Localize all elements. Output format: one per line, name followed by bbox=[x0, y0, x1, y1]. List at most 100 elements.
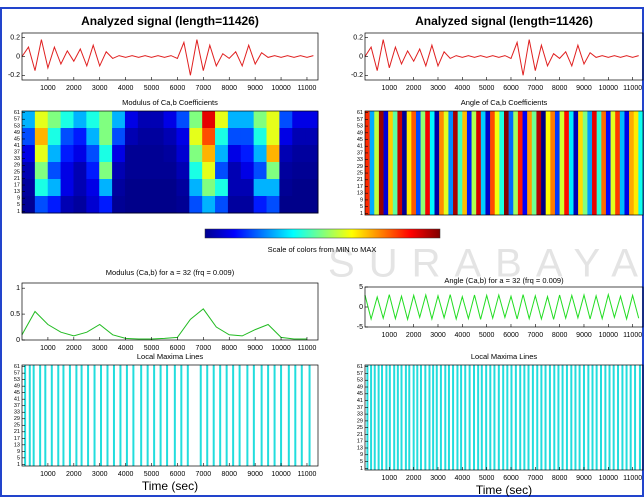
y-tick-label: 57 bbox=[14, 371, 20, 377]
plot-frame bbox=[21, 110, 319, 214]
heatmap-cell bbox=[99, 145, 113, 163]
angle-stripe bbox=[536, 111, 542, 215]
x-tick-label: 3000 bbox=[430, 475, 446, 482]
heatmap-cell bbox=[240, 179, 255, 197]
heatmap-cell bbox=[150, 128, 165, 146]
heatmap-cell bbox=[34, 179, 49, 197]
heatmap-cell bbox=[266, 145, 280, 163]
heatmap-cell bbox=[22, 111, 36, 129]
heatmap-cell bbox=[202, 145, 216, 163]
heatmap-cell bbox=[176, 162, 190, 180]
x-tick-label: 4000 bbox=[118, 85, 134, 92]
angle-stripe bbox=[624, 111, 630, 215]
plot-frame bbox=[21, 282, 319, 341]
heatmap-cell bbox=[112, 162, 126, 180]
angle-stripe bbox=[573, 111, 579, 215]
angle-stripe bbox=[610, 111, 616, 215]
x-tick-label: 1000 bbox=[382, 85, 398, 92]
angle-stripe bbox=[383, 111, 389, 215]
x-tick-label: 5000 bbox=[479, 475, 495, 482]
x-tick-label: 9000 bbox=[247, 345, 263, 352]
x-tick-label: 6000 bbox=[503, 85, 519, 92]
x-tick-label: 6000 bbox=[170, 345, 186, 352]
x-tick-label: 2000 bbox=[66, 85, 82, 92]
y-tick-label: 21 bbox=[14, 176, 20, 182]
angle-stripe bbox=[457, 111, 463, 215]
x-tick-label: 4000 bbox=[455, 332, 471, 339]
y-tick-label: 13 bbox=[357, 445, 363, 451]
x-tick-label: 8000 bbox=[221, 345, 237, 352]
heatmap-cell bbox=[60, 111, 74, 129]
y-tick-label: 5 bbox=[17, 202, 20, 208]
heatmap-cell bbox=[176, 128, 190, 146]
x-tick-label: 9000 bbox=[576, 85, 592, 92]
heatmap-cell bbox=[163, 196, 177, 214]
x-tick-label: 4000 bbox=[118, 345, 134, 352]
heatmap-cell bbox=[240, 111, 255, 129]
x-axis-label: Time (sec) bbox=[476, 483, 532, 497]
angle-stripe bbox=[629, 111, 635, 215]
plot-panel: Angle of Ca,b Coefficients15913172125293… bbox=[357, 98, 644, 217]
heatmap-cell bbox=[227, 196, 242, 214]
y-tick-label: 17 bbox=[14, 182, 20, 188]
heatmap-cell bbox=[22, 162, 36, 180]
angle-stripe bbox=[587, 111, 593, 215]
angle-stripe bbox=[508, 111, 514, 215]
heatmap-cell bbox=[305, 128, 319, 146]
heatmap-cell bbox=[124, 179, 139, 197]
heatmap-cell bbox=[215, 128, 229, 146]
angle-stripe bbox=[397, 111, 403, 215]
x-tick-label: 4000 bbox=[118, 471, 134, 478]
plot-title: Local Maxima Lines bbox=[471, 352, 538, 361]
heatmap-cell bbox=[112, 179, 126, 197]
y-tick-label: 49 bbox=[357, 384, 363, 390]
y-tick-label: 5 bbox=[359, 284, 363, 291]
heatmap-cell bbox=[47, 145, 62, 163]
heatmap-cell bbox=[266, 162, 280, 180]
x-tick-label: 7000 bbox=[528, 85, 544, 92]
y-tick-label: 21 bbox=[14, 429, 20, 435]
window-frame bbox=[0, 7, 644, 497]
angle-stripe bbox=[480, 111, 486, 215]
heatmap-cell bbox=[215, 111, 229, 129]
x-tick-label: 10000 bbox=[271, 471, 291, 478]
plot-panel: Modulus (Ca,b) for a = 32 (frq = 0.009) 1… bbox=[10, 268, 319, 352]
heatmap-cell bbox=[279, 162, 293, 180]
heatmap-cell bbox=[253, 179, 268, 197]
x-tick-label: 9000 bbox=[247, 471, 263, 478]
y-tick-label: 53 bbox=[14, 377, 20, 383]
x-tick-label: 2000 bbox=[406, 475, 422, 482]
y-tick-label: 0.5 bbox=[10, 311, 20, 318]
x-tick-label: 5000 bbox=[479, 85, 495, 92]
x-tick-label: 9000 bbox=[576, 332, 592, 339]
plot-frame bbox=[21, 364, 319, 467]
y-tick-label: 41 bbox=[14, 397, 20, 403]
heatmap-cell bbox=[163, 111, 177, 129]
x-tick-label: 1000 bbox=[40, 345, 56, 352]
y-tick-label: 57 bbox=[357, 371, 363, 377]
angle-stripe bbox=[513, 111, 519, 215]
signal-line bbox=[364, 292, 640, 322]
angle-stripe bbox=[531, 111, 537, 215]
x-tick-label: 5000 bbox=[144, 471, 160, 478]
angle-stripe bbox=[471, 111, 477, 215]
heatmap-cell bbox=[86, 179, 100, 197]
x-tick-label: 2000 bbox=[66, 471, 82, 478]
heatmap-cell bbox=[240, 196, 255, 214]
colorbar-label: Scale of colors from MIN to MAX bbox=[268, 245, 377, 254]
heatmap-cell bbox=[227, 111, 242, 129]
x-tick-label: 8000 bbox=[221, 471, 237, 478]
heatmap-cell bbox=[305, 179, 319, 197]
heatmap-cell bbox=[47, 196, 62, 214]
heatmap-cell bbox=[47, 162, 62, 180]
heatmap-cell bbox=[163, 162, 177, 180]
angle-stripe bbox=[374, 111, 380, 215]
x-tick-label: 6000 bbox=[170, 85, 186, 92]
x-tick-label: 11000 bbox=[297, 345, 316, 352]
heatmap-cell bbox=[202, 196, 216, 214]
angle-stripe bbox=[633, 111, 639, 215]
y-tick-label: 57 bbox=[357, 117, 363, 123]
x-tick-label: 4000 bbox=[455, 85, 471, 92]
heatmap-cell bbox=[227, 162, 242, 180]
heatmap-cell bbox=[202, 111, 216, 129]
